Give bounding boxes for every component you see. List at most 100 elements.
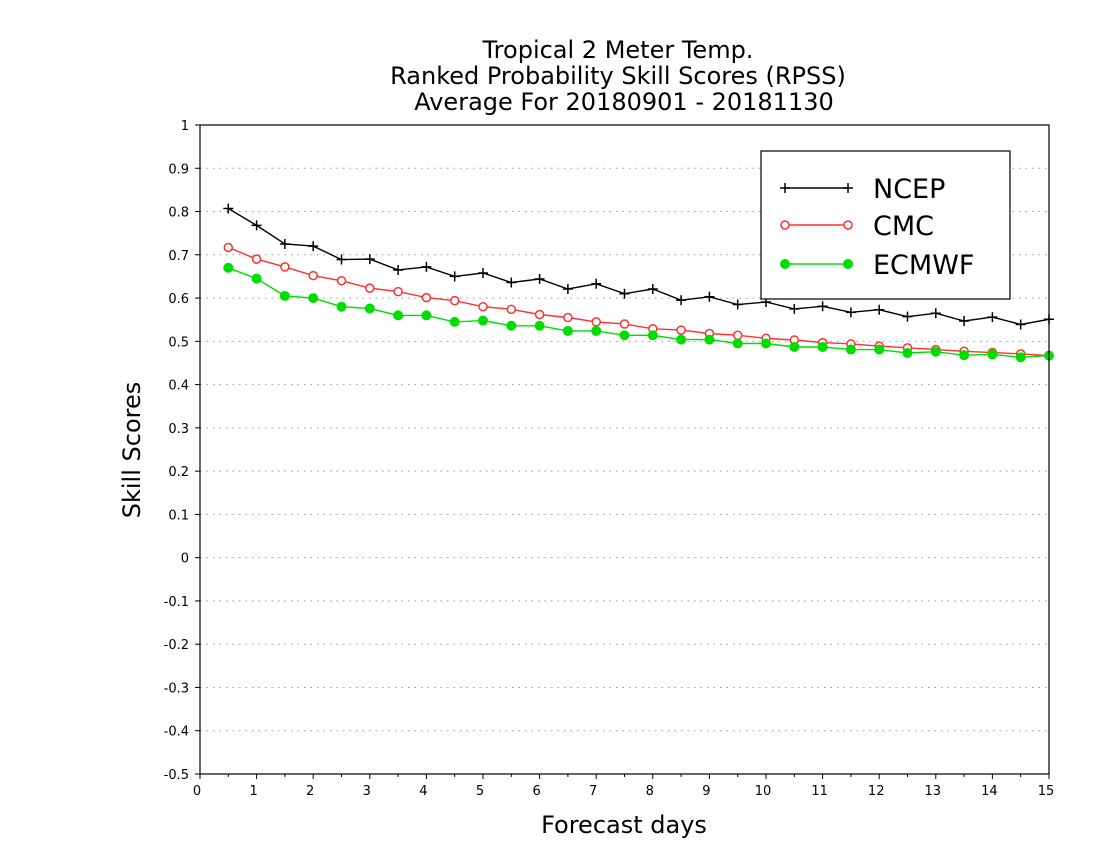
data-point xyxy=(789,341,800,352)
data-point xyxy=(421,292,432,303)
y-tick-label: -0.4 xyxy=(164,725,189,740)
data-point xyxy=(308,241,319,252)
data-point xyxy=(223,242,234,253)
data-point xyxy=(506,277,517,288)
data-point xyxy=(930,346,941,357)
data-point xyxy=(449,295,460,306)
data-point xyxy=(704,334,715,345)
data-point xyxy=(1015,319,1026,330)
series-ecmwf xyxy=(223,262,1054,363)
x-tick-label: 5 xyxy=(476,784,484,799)
legend-marker xyxy=(843,259,853,269)
data-point xyxy=(987,312,998,323)
y-tick-label: 0.5 xyxy=(168,335,189,350)
data-point xyxy=(308,270,318,281)
data-point xyxy=(364,303,375,314)
y-tick-label: 0.3 xyxy=(168,422,189,437)
data-point xyxy=(987,349,998,360)
x-tick-label: 9 xyxy=(702,784,710,799)
data-point xyxy=(959,315,970,326)
x-axis-ticks: 0 1 2 3 4 5 6 7 8 9 10 11 12 13 14 15 xyxy=(193,774,1054,799)
x-tick-label: 1 xyxy=(249,784,257,799)
legend-marker xyxy=(780,183,790,193)
data-point xyxy=(959,350,970,361)
data-point xyxy=(364,254,375,265)
x-tick-label: 12 xyxy=(868,784,885,799)
data-point xyxy=(845,307,856,318)
data-point xyxy=(393,310,404,321)
x-tick-label: 15 xyxy=(1038,784,1055,799)
legend-label: ECMWF xyxy=(873,250,974,281)
data-point xyxy=(279,290,290,301)
y-tick-label: 1 xyxy=(181,119,189,134)
data-point xyxy=(478,315,488,326)
data-point xyxy=(591,325,602,336)
legend-label: CMC xyxy=(873,211,934,242)
y-tick-label: 0.1 xyxy=(168,508,189,523)
data-point xyxy=(279,238,290,249)
data-point xyxy=(591,278,602,289)
data-point xyxy=(902,348,913,359)
data-point xyxy=(845,344,856,355)
data-point xyxy=(874,344,885,355)
data-point xyxy=(251,220,262,231)
data-point xyxy=(449,271,460,282)
chart-title-line-1: Tropical 2 Meter Temp. xyxy=(482,36,754,64)
data-point xyxy=(478,301,488,312)
data-point xyxy=(506,304,517,315)
data-point xyxy=(817,341,828,352)
data-point xyxy=(676,334,687,345)
x-axis-title: Forecast days xyxy=(541,811,707,839)
data-point xyxy=(676,325,686,335)
data-point xyxy=(308,293,319,304)
x-tick-label: 2 xyxy=(306,784,314,799)
data-point xyxy=(732,330,743,341)
y-tick-label: 0 xyxy=(181,552,189,567)
data-point xyxy=(874,304,885,315)
data-point xyxy=(336,301,347,312)
x-tick-label: 10 xyxy=(755,784,772,799)
y-axis-title: Skill Scores xyxy=(118,382,146,519)
legend-marker xyxy=(780,259,790,269)
data-point xyxy=(647,330,658,341)
data-point xyxy=(619,288,630,299)
data-point xyxy=(506,320,517,331)
data-point xyxy=(732,338,743,349)
y-tick-label: 0.6 xyxy=(168,292,189,307)
legend-marker xyxy=(843,183,853,193)
x-tick-label: 6 xyxy=(532,784,540,799)
legend: NCEP CMC ECMWF xyxy=(760,150,1011,300)
y-tick-label: -0.2 xyxy=(164,638,189,653)
data-point xyxy=(336,276,347,286)
y-tick-label: -0.5 xyxy=(164,768,189,783)
chart-title: Tropical 2 Meter Temp. Ranked Probabilit… xyxy=(390,36,846,116)
data-point xyxy=(591,317,601,327)
y-tick-label: 0.9 xyxy=(168,162,189,177)
x-tick-label: 3 xyxy=(363,784,371,799)
chart-title-line-2: Ranked Probability Skill Scores (RPSS) xyxy=(390,62,846,90)
data-point xyxy=(930,308,941,319)
data-point xyxy=(1015,352,1026,363)
data-point xyxy=(817,301,828,312)
data-point xyxy=(534,309,545,320)
legend-item-ecmwf: ECMWF xyxy=(780,250,974,281)
data-point xyxy=(393,264,404,275)
legend-item-cmc: CMC xyxy=(780,211,934,242)
data-point xyxy=(421,261,432,272)
x-tick-label: 8 xyxy=(646,784,654,799)
data-point xyxy=(704,291,715,302)
data-point xyxy=(393,286,403,297)
data-point xyxy=(619,319,630,329)
chart-title-line-3: Average For 20180901 - 20181130 xyxy=(414,88,834,116)
data-point xyxy=(676,295,687,306)
data-point xyxy=(534,274,545,285)
data-point xyxy=(223,203,234,214)
data-point xyxy=(223,262,234,273)
data-point xyxy=(647,283,658,294)
data-point xyxy=(280,262,290,272)
data-point xyxy=(562,325,573,336)
data-point xyxy=(732,299,743,310)
x-tick-label: 14 xyxy=(981,784,998,799)
data-point xyxy=(789,303,800,314)
